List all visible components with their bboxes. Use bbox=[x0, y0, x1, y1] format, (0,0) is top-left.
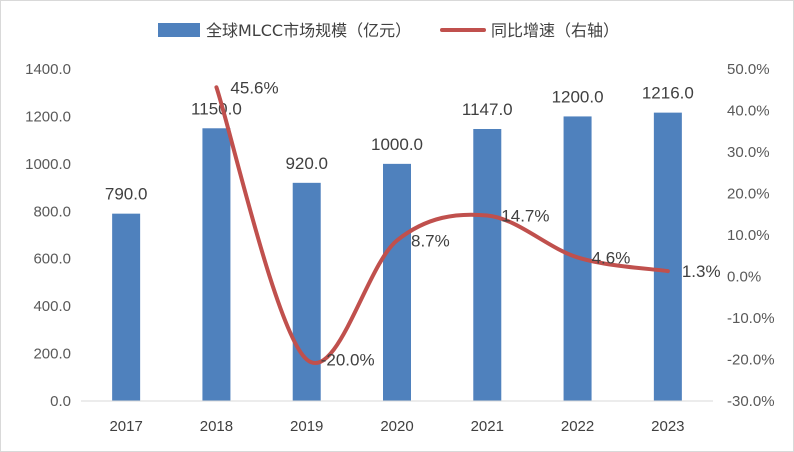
left-axis-tick-label: 1400.0 bbox=[25, 61, 71, 78]
bar-data-label: 920.0 bbox=[285, 154, 328, 173]
line-data-label: 1.3% bbox=[682, 262, 721, 281]
right-axis-tick-label: -30.0% bbox=[727, 393, 775, 410]
left-axis-tick-label: 200.0 bbox=[33, 346, 71, 363]
bar bbox=[653, 112, 682, 402]
bar bbox=[292, 182, 321, 401]
category-tick-label: 2018 bbox=[200, 418, 233, 435]
left-axis-tick-label: 600.0 bbox=[33, 251, 71, 268]
bar-data-label: 1000.0 bbox=[371, 135, 423, 154]
category-tick-label: 2017 bbox=[109, 418, 142, 435]
right-axis-tick-label: 40.0% bbox=[727, 103, 770, 120]
line-data-label: 14.7% bbox=[501, 206, 549, 225]
category-tick-label: 2022 bbox=[561, 418, 594, 435]
line-data-labels: 45.6% -20.0% 8.7% 14.7% 4.6% 1.3% bbox=[230, 78, 720, 369]
left-axis-tick-label: 0.0 bbox=[50, 393, 71, 410]
bar bbox=[112, 213, 141, 401]
left-axis-tick-label: 1200.0 bbox=[25, 108, 71, 125]
category-tick-label: 2020 bbox=[380, 418, 413, 435]
bar-data-label: 1216.0 bbox=[642, 84, 694, 103]
category-tick-label: 2019 bbox=[290, 418, 323, 435]
category-tick-label: 2023 bbox=[651, 418, 684, 435]
line-data-label: 8.7% bbox=[411, 231, 450, 250]
right-axis-tick-label: 20.0% bbox=[727, 186, 770, 203]
right-axis: -30.0% -20.0% -10.0% 0.0% 10.0% 20.0% 30.0% 40.… bbox=[727, 61, 775, 410]
legend-swatch-bar bbox=[158, 23, 200, 37]
right-axis-tick-label: 50.0% bbox=[727, 61, 770, 78]
bar-data-label: 790.0 bbox=[105, 185, 148, 204]
bar-data-label: 1200.0 bbox=[552, 87, 604, 106]
legend-label-bar: 全球MLCC市场规模（亿元） bbox=[206, 21, 411, 40]
line-series bbox=[214, 85, 670, 365]
right-axis-tick-label: 10.0% bbox=[727, 227, 770, 244]
left-axis-tick-label: 400.0 bbox=[33, 298, 71, 315]
left-axis: 0.0 200.0 400.0 600.0 800.0 1000.0 1200.0 1400.… bbox=[25, 61, 71, 410]
line-data-label: 4.6% bbox=[592, 248, 631, 267]
legend-label-line: 同比增速（右轴） bbox=[491, 21, 619, 40]
category-tick-label: 2021 bbox=[471, 418, 504, 435]
bar-data-labels: 790.0 1150.0 920.0 1000.0 1147.0 1200.0 1216.0 bbox=[105, 84, 694, 204]
legend: 全球MLCC市场规模（亿元） 同比增速（右轴） bbox=[158, 21, 619, 40]
bar bbox=[473, 128, 502, 402]
bar bbox=[202, 128, 231, 401]
left-axis-tick-label: 800.0 bbox=[33, 203, 71, 220]
line-data-label: 45.6% bbox=[230, 78, 278, 97]
left-axis-tick-label: 1000.0 bbox=[25, 156, 71, 173]
bar-data-label: 1150.0 bbox=[191, 99, 242, 118]
right-axis-tick-label: -10.0% bbox=[727, 310, 775, 327]
category-axis: 2017 2018 2019 2020 2021 2022 2023 bbox=[109, 418, 684, 435]
growth-line bbox=[214, 85, 670, 365]
bar bbox=[383, 163, 411, 401]
right-axis-tick-label: 30.0% bbox=[727, 144, 770, 161]
line-data-label: -20.0% bbox=[321, 351, 375, 370]
right-axis-tick-label: 0.0% bbox=[727, 269, 761, 286]
bar-data-label: 1147.0 bbox=[462, 100, 513, 119]
right-axis-tick-label: -20.0% bbox=[727, 352, 775, 369]
